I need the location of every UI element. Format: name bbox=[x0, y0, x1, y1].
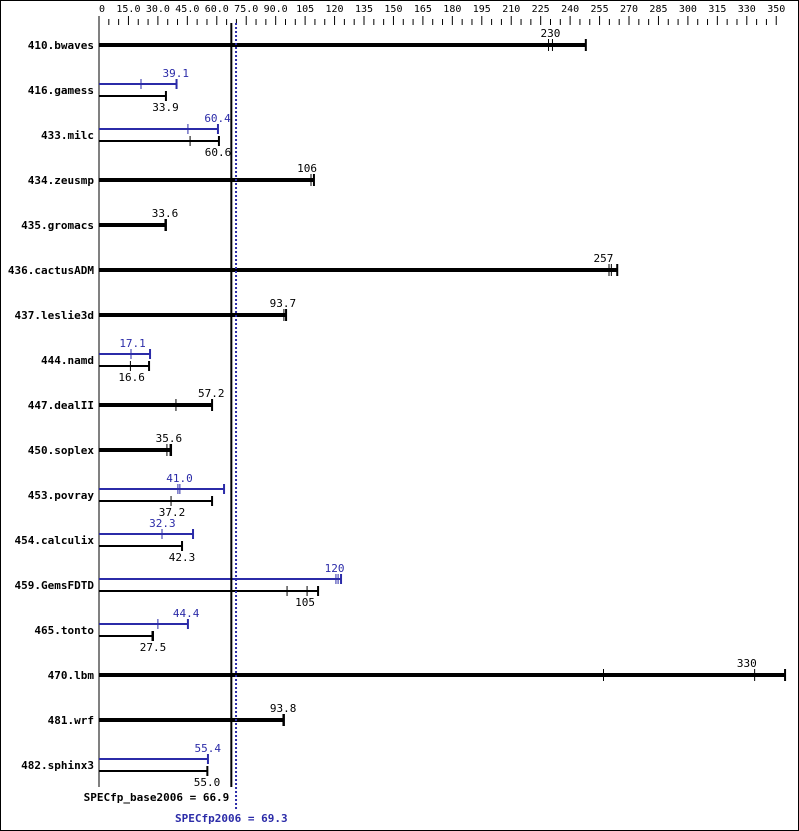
axis-tick-label: 210 bbox=[502, 4, 520, 15]
benchmark-label: 436.cactusADM bbox=[8, 264, 94, 277]
base-value-label: 330 bbox=[737, 657, 757, 670]
base-value-label: 42.3 bbox=[169, 551, 196, 564]
axis-tick-label: 350 bbox=[767, 4, 785, 15]
benchmark-label: 459.GemsFDTD bbox=[15, 579, 95, 592]
axis-tick-label: 300 bbox=[679, 4, 697, 15]
benchmark-label: 482.sphinx3 bbox=[21, 759, 94, 772]
axis-tick-label: 330 bbox=[738, 4, 756, 15]
axis-tick-label: 30.0 bbox=[146, 4, 170, 15]
benchmark-label: 410.bwaves bbox=[28, 39, 94, 52]
peak-value-label: 17.1 bbox=[119, 337, 146, 350]
peak-value-label: 41.0 bbox=[166, 472, 193, 485]
axis-tick-label: 180 bbox=[443, 4, 461, 15]
base-value-label: 35.6 bbox=[156, 432, 183, 445]
benchmark-label: 470.lbm bbox=[48, 669, 95, 682]
base-value-label: 106 bbox=[297, 162, 317, 175]
base-value-label: 57.2 bbox=[198, 387, 225, 400]
peak-value-label: 60.4 bbox=[204, 112, 231, 125]
axis-tick-label: 0 bbox=[99, 4, 105, 15]
peak-value-label: 120 bbox=[325, 562, 345, 575]
axis-tick-label: 90.0 bbox=[264, 4, 288, 15]
benchmark-label: 434.zeusmp bbox=[28, 174, 95, 187]
peak-value-label: 44.4 bbox=[173, 607, 200, 620]
benchmark-label: 453.povray bbox=[28, 489, 95, 502]
benchmark-label: 481.wrf bbox=[48, 714, 94, 727]
base-value-label: 55.0 bbox=[194, 776, 221, 789]
benchmark-label: 435.gromacs bbox=[21, 219, 94, 232]
benchmark-label: 447.dealII bbox=[28, 399, 94, 412]
axis-tick-label: 60.0 bbox=[205, 4, 229, 15]
benchmark-label: 450.soplex bbox=[28, 444, 95, 457]
base-value-label: 93.8 bbox=[270, 702, 297, 715]
base-value-label: 60.6 bbox=[205, 146, 232, 159]
peak-value-label: 39.1 bbox=[163, 67, 190, 80]
axis-tick-label: 165 bbox=[414, 4, 432, 15]
benchmark-label: 433.milc bbox=[41, 129, 94, 142]
base-value-label: 105 bbox=[295, 596, 315, 609]
base-value-label: 37.2 bbox=[159, 506, 186, 519]
base-value-label: 230 bbox=[541, 27, 561, 40]
base-value-label: 33.9 bbox=[152, 101, 179, 114]
axis-tick-label: 315 bbox=[708, 4, 726, 15]
axis-tick-label: 135 bbox=[355, 4, 373, 15]
benchmark-label: 454.calculix bbox=[15, 534, 95, 547]
axis-tick-label: 150 bbox=[384, 4, 402, 15]
peak-value-label: 32.3 bbox=[149, 517, 176, 530]
benchmark-label: 437.leslie3d bbox=[15, 309, 94, 322]
base-value-label: 93.7 bbox=[270, 297, 297, 310]
axis-tick-label: 240 bbox=[561, 4, 579, 15]
base-geomean-label: SPECfp_base2006 = 66.9 bbox=[84, 791, 230, 804]
benchmark-label: 416.gamess bbox=[28, 84, 94, 97]
axis-tick-label: 105 bbox=[296, 4, 314, 15]
axis-tick-label: 75.0 bbox=[234, 4, 258, 15]
axis-tick-label: 120 bbox=[326, 4, 344, 15]
benchmark-label: 465.tonto bbox=[34, 624, 94, 637]
axis-tick-label: 45.0 bbox=[175, 4, 199, 15]
base-value-label: 27.5 bbox=[140, 641, 167, 654]
axis-tick-label: 15.0 bbox=[116, 4, 140, 15]
base-value-label: 16.6 bbox=[118, 371, 145, 384]
peak-geomean-label: SPECfp2006 = 69.3 bbox=[175, 812, 288, 825]
axis-tick-label: 225 bbox=[532, 4, 550, 15]
benchmark-label: 444.namd bbox=[41, 354, 94, 367]
peak-value-label: 55.4 bbox=[195, 742, 222, 755]
axis-tick-label: 285 bbox=[649, 4, 667, 15]
axis-tick-label: 195 bbox=[473, 4, 491, 15]
axis-tick-label: 255 bbox=[591, 4, 609, 15]
axis-tick-label: 270 bbox=[620, 4, 638, 15]
base-value-label: 257 bbox=[594, 252, 614, 265]
base-value-label: 33.6 bbox=[152, 207, 179, 220]
